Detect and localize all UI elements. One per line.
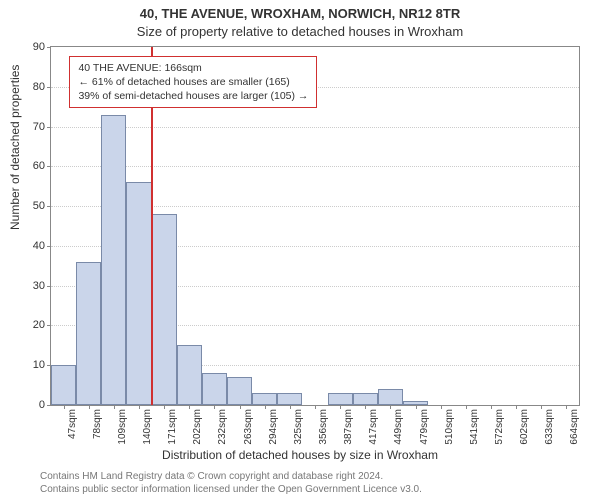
histogram-bar [252, 393, 277, 405]
title-address: 40, THE AVENUE, WROXHAM, NORWICH, NR12 8… [0, 6, 600, 21]
histogram-bar [152, 214, 177, 405]
x-tick-mark [240, 405, 241, 409]
x-tick-label: 202sqm [192, 409, 203, 445]
x-tick-label: 140sqm [142, 409, 153, 445]
x-tick-mark [164, 405, 165, 409]
y-tick-label: 90 [33, 41, 45, 53]
histogram-bar [51, 365, 76, 405]
x-tick-mark [265, 405, 266, 409]
x-tick-mark [290, 405, 291, 409]
histogram-bar [76, 262, 101, 405]
x-tick-mark [365, 405, 366, 409]
y-tick-mark [47, 246, 51, 247]
x-tick-label: 387sqm [343, 409, 354, 445]
plot-area: 010203040506070809047sqm78sqm109sqm140sq… [50, 46, 580, 406]
histogram-bar [177, 345, 202, 405]
y-tick-label: 20 [33, 319, 45, 331]
x-tick-label: 325sqm [293, 409, 304, 445]
gridline [51, 127, 579, 128]
y-tick-mark [47, 166, 51, 167]
y-tick-mark [47, 325, 51, 326]
histogram-bar [227, 377, 252, 405]
x-tick-mark [340, 405, 341, 409]
x-tick-label: 294sqm [268, 409, 279, 445]
x-tick-mark [416, 405, 417, 409]
x-tick-mark [89, 405, 90, 409]
footer-attribution: Contains HM Land Registry data © Crown c… [40, 470, 422, 496]
y-tick-label: 60 [33, 160, 45, 172]
annotation-line: 39% of semi-detached houses are larger (… [78, 89, 308, 103]
y-tick-mark [47, 206, 51, 207]
y-tick-label: 50 [33, 200, 45, 212]
x-tick-mark [189, 405, 190, 409]
y-tick-label: 0 [39, 399, 45, 411]
y-tick-label: 70 [33, 121, 45, 133]
annotation-line: 40 THE AVENUE: 166sqm [78, 61, 308, 75]
footer-line-2: Contains public sector information licen… [40, 483, 422, 496]
x-tick-label: 510sqm [444, 409, 455, 445]
y-tick-mark [47, 286, 51, 287]
histogram-bar [277, 393, 302, 405]
x-tick-label: 109sqm [117, 409, 128, 445]
x-tick-mark [114, 405, 115, 409]
x-tick-label: 479sqm [419, 409, 430, 445]
x-tick-label: 541sqm [469, 409, 480, 445]
y-axis-label: Number of detached properties [8, 65, 22, 230]
title-subtitle: Size of property relative to detached ho… [0, 24, 600, 39]
y-tick-mark [47, 127, 51, 128]
x-tick-label: 602sqm [519, 409, 530, 445]
x-tick-label: 171sqm [167, 409, 178, 445]
x-tick-mark [516, 405, 517, 409]
footer-line-1: Contains HM Land Registry data © Crown c… [40, 470, 422, 483]
x-tick-mark [64, 405, 65, 409]
y-tick-label: 40 [33, 240, 45, 252]
x-tick-mark [315, 405, 316, 409]
x-tick-mark [214, 405, 215, 409]
x-tick-label: 263sqm [243, 409, 254, 445]
x-tick-mark [491, 405, 492, 409]
x-tick-label: 449sqm [393, 409, 404, 445]
y-tick-mark [47, 87, 51, 88]
x-tick-label: 633sqm [544, 409, 555, 445]
histogram-bar [101, 115, 126, 405]
y-tick-mark [47, 405, 51, 406]
x-tick-label: 664sqm [569, 409, 580, 445]
gridline [51, 166, 579, 167]
histogram-bar [202, 373, 227, 405]
x-tick-mark [390, 405, 391, 409]
x-tick-label: 356sqm [318, 409, 329, 445]
chart-container: 40, THE AVENUE, WROXHAM, NORWICH, NR12 8… [0, 0, 600, 500]
histogram-bar [378, 389, 403, 405]
x-tick-label: 232sqm [217, 409, 228, 445]
y-tick-label: 30 [33, 280, 45, 292]
y-tick-label: 80 [33, 81, 45, 93]
x-tick-label: 78sqm [92, 409, 103, 439]
x-tick-label: 572sqm [494, 409, 505, 445]
histogram-bar [353, 393, 378, 405]
x-tick-label: 47sqm [67, 409, 78, 439]
x-tick-mark [441, 405, 442, 409]
histogram-bar [126, 182, 151, 405]
x-tick-mark [466, 405, 467, 409]
annotation-box: 40 THE AVENUE: 166sqm← 61% of detached h… [69, 56, 317, 109]
x-axis-label: Distribution of detached houses by size … [0, 448, 600, 462]
histogram-bar [328, 393, 353, 405]
y-tick-label: 10 [33, 359, 45, 371]
x-tick-label: 417sqm [368, 409, 379, 445]
x-tick-mark [139, 405, 140, 409]
x-tick-mark [566, 405, 567, 409]
annotation-line: ← 61% of detached houses are smaller (16… [78, 75, 308, 89]
y-tick-mark [47, 47, 51, 48]
x-tick-mark [541, 405, 542, 409]
